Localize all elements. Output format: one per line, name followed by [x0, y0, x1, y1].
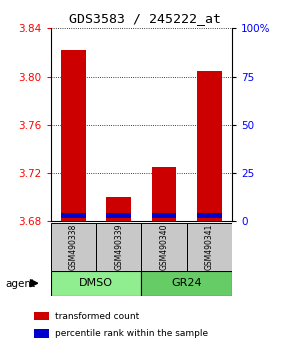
- Text: agent: agent: [6, 279, 36, 289]
- Bar: [61, 213, 86, 218]
- Text: GSM490339: GSM490339: [114, 224, 123, 270]
- Text: GSM490340: GSM490340: [160, 224, 168, 270]
- Text: GSM490341: GSM490341: [205, 224, 214, 270]
- Bar: [61, 50, 86, 221]
- Bar: [106, 213, 131, 218]
- Bar: [197, 70, 222, 221]
- Text: GR24: GR24: [171, 278, 202, 288]
- Bar: [152, 213, 177, 218]
- Text: GDS3583 / 245222_at: GDS3583 / 245222_at: [69, 12, 221, 25]
- Text: percentile rank within the sample: percentile rank within the sample: [55, 329, 208, 338]
- Text: transformed count: transformed count: [55, 312, 139, 321]
- Text: GSM490338: GSM490338: [69, 224, 78, 270]
- Bar: [152, 167, 177, 221]
- Text: DMSO: DMSO: [79, 278, 113, 288]
- Bar: [142, 271, 232, 296]
- Bar: [142, 223, 187, 271]
- Bar: [96, 223, 142, 271]
- Bar: [34, 329, 49, 338]
- Bar: [34, 312, 49, 320]
- Bar: [51, 223, 96, 271]
- Bar: [106, 197, 131, 221]
- Polygon shape: [30, 280, 38, 287]
- Bar: [51, 271, 142, 296]
- Bar: [187, 223, 232, 271]
- Bar: [197, 213, 222, 218]
